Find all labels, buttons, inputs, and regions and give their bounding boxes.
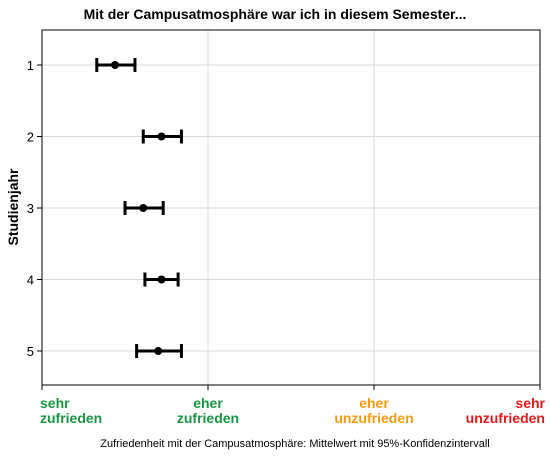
x-tick-label: sehr unzufrieden <box>465 395 545 426</box>
y-tick-label: 3 <box>27 201 34 216</box>
mean-point <box>157 132 166 141</box>
x-tick-label: eher zufrieden <box>176 395 240 426</box>
mean-point <box>154 347 163 355</box>
x-tick-label: eher unzufrieden <box>334 395 414 426</box>
y-axis-label: Studienjahr <box>5 168 21 246</box>
y-tick-label: 4 <box>27 273 34 288</box>
x-tick-label: sehr zufrieden <box>40 395 103 426</box>
mean-point <box>111 61 120 69</box>
errorbar-2 <box>141 129 183 144</box>
y-tick-label: 2 <box>27 130 34 145</box>
mean-point <box>139 204 148 212</box>
x-tick-marks <box>41 385 541 390</box>
grid-lines <box>41 30 541 385</box>
mean-point <box>157 275 166 284</box>
y-tick-label: 5 <box>27 344 34 359</box>
x-axis-label: Zufriedenheit mit der Campusatmosphäre: … <box>100 438 490 450</box>
errorbar-3 <box>123 201 165 215</box>
errorbar-1 <box>95 58 137 72</box>
errorbar-4 <box>143 272 180 287</box>
errorbar-5 <box>135 344 183 358</box>
data-marks <box>95 58 183 358</box>
y-ticks: 1 2 3 4 5 <box>27 58 42 359</box>
y-tick-label: 1 <box>27 58 34 73</box>
chart-title: Mit der Campusatmosphäre war ich in dies… <box>83 6 467 22</box>
